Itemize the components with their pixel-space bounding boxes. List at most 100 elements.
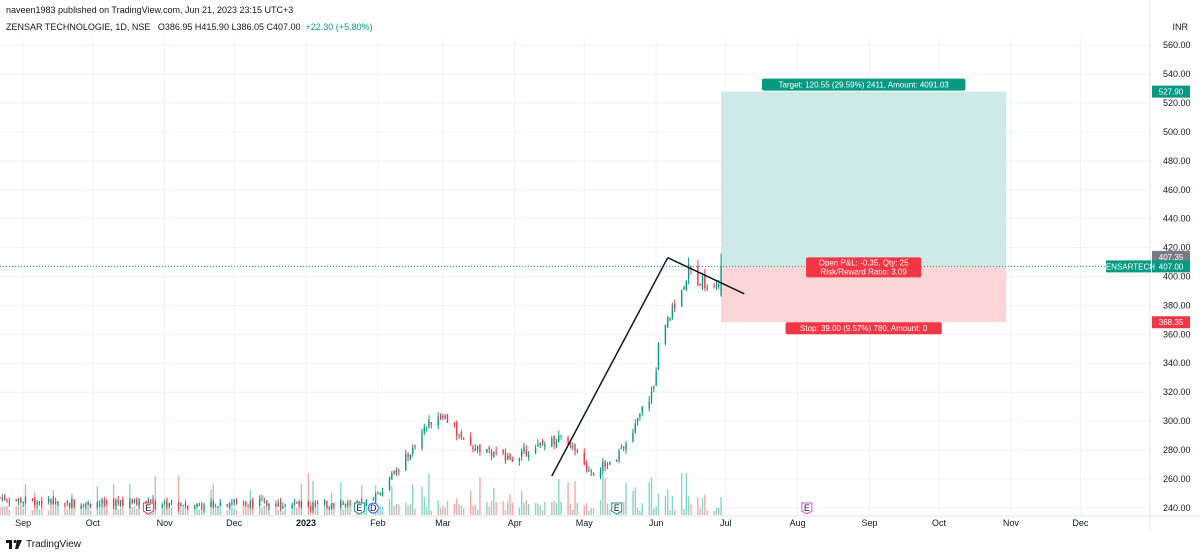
candle-body	[641, 406, 643, 413]
volume-bar	[66, 509, 68, 515]
volume-bar	[344, 503, 347, 515]
volume-bar	[282, 510, 284, 515]
volume-bar	[233, 508, 235, 515]
trendline[interactable]	[667, 257, 745, 295]
dividend-icon[interactable]: D	[367, 502, 379, 514]
candle-body	[3, 496, 6, 501]
event-markers[interactable]: E DE E E	[142, 502, 813, 515]
candle-body	[398, 469, 400, 472]
symbol-title[interactable]: ZENSAR TECHNOLOGIE, 1D, NSE	[6, 22, 151, 32]
publisher-line: naveen1983 published on TradingView.com,…	[6, 5, 294, 15]
volume-bar	[604, 477, 606, 515]
volume-bar	[430, 510, 432, 515]
volume-bar	[6, 506, 8, 515]
time-tick-label: Nov	[157, 518, 174, 528]
volume-bar	[247, 506, 249, 515]
candle-body	[606, 464, 609, 466]
tradingview-logo[interactable]: TradingView	[6, 539, 81, 550]
volume-bar	[701, 497, 704, 515]
risk-reward-text: Risk/Reward Ratio: 3.09	[821, 267, 908, 276]
volume-bar	[590, 508, 592, 515]
volume-bar	[527, 504, 530, 515]
position-zones[interactable]	[721, 91, 1007, 323]
volume-bar	[425, 506, 428, 515]
candle-body	[184, 503, 187, 506]
candle-body	[265, 500, 268, 505]
earnings-icon[interactable]: E	[801, 502, 813, 515]
price-axis-badge-bg	[1152, 85, 1190, 98]
candle-body	[527, 454, 530, 458]
price-tick-label: 500.00	[1163, 127, 1191, 137]
candle-body	[374, 493, 377, 502]
volume-bar	[36, 506, 38, 515]
candle-body	[609, 461, 611, 465]
candle-body	[502, 450, 504, 453]
candle-body	[393, 471, 395, 474]
candle-body	[439, 416, 442, 418]
volume-bar	[458, 504, 460, 515]
stop-label-bg	[785, 322, 942, 335]
candle-body	[622, 446, 625, 448]
volume-bar	[507, 501, 509, 515]
candle-body	[277, 502, 279, 507]
candle-body	[590, 471, 592, 473]
earnings-icon[interactable]: E	[611, 502, 623, 515]
volume-bar	[15, 505, 17, 515]
candle-body	[233, 499, 235, 503]
target-zone[interactable]	[721, 91, 1007, 267]
trendline[interactable]	[551, 257, 669, 477]
volume-bar	[0, 506, 1, 515]
time-tick-label: Dec	[1072, 518, 1089, 528]
earnings-icon[interactable]: E	[142, 502, 154, 515]
volume-bar	[235, 509, 238, 515]
candle-body	[558, 435, 560, 442]
trendlines[interactable]	[0, 257, 1150, 477]
volume-bar	[541, 510, 544, 515]
candle-body	[342, 502, 344, 505]
volume-bar	[17, 506, 20, 515]
price-axis[interactable]: 240.00 260.00 280.00 300.00 320.00 340.00 360.…	[1101, 0, 1191, 530]
volume-bar	[667, 489, 669, 515]
volume-bar	[599, 499, 602, 515]
volume-bar	[444, 507, 446, 515]
volume-bar	[634, 487, 636, 515]
pnl-label-bg	[806, 257, 922, 278]
candle-body	[66, 501, 68, 503]
volume-bar	[632, 490, 634, 515]
candle-body	[138, 500, 140, 505]
volume-bar	[377, 509, 379, 515]
candle-body	[592, 472, 595, 476]
candle-body	[168, 503, 170, 507]
volume-bar	[423, 497, 425, 515]
candle-body	[585, 462, 588, 470]
candle-body	[182, 505, 184, 507]
volume-bar	[421, 486, 423, 515]
volume-bar	[85, 503, 87, 515]
candle-body	[187, 505, 189, 509]
candle-body	[170, 501, 173, 504]
candle-body	[356, 500, 358, 505]
candle-body	[699, 283, 701, 286]
candle-body	[117, 500, 119, 504]
volume-bar	[89, 510, 92, 515]
volume-bar	[583, 505, 585, 515]
candle-body	[409, 454, 412, 459]
candle-body	[268, 503, 270, 506]
candle-body	[493, 451, 495, 457]
volume-bar	[625, 482, 627, 515]
price-axis-badge-bg	[1152, 260, 1190, 273]
candle-body	[474, 448, 476, 451]
time-tick-label: Feb	[370, 518, 386, 528]
time-axis[interactable]: Sep Oct Nov Dec 2023 Feb Mar Apr May Jun Jul Aug Sep…	[0, 515, 1200, 528]
volume-bar	[298, 501, 300, 515]
candle-body	[567, 437, 569, 443]
candle-body	[657, 344, 660, 370]
volume-bar	[68, 502, 71, 515]
earnings-icon[interactable]: E	[353, 502, 365, 515]
candle-body	[8, 501, 10, 503]
last-candle-body	[720, 266, 722, 296]
candle-body	[1, 497, 4, 500]
last-volume-bar	[720, 497, 722, 515]
candle-body	[412, 447, 414, 454]
